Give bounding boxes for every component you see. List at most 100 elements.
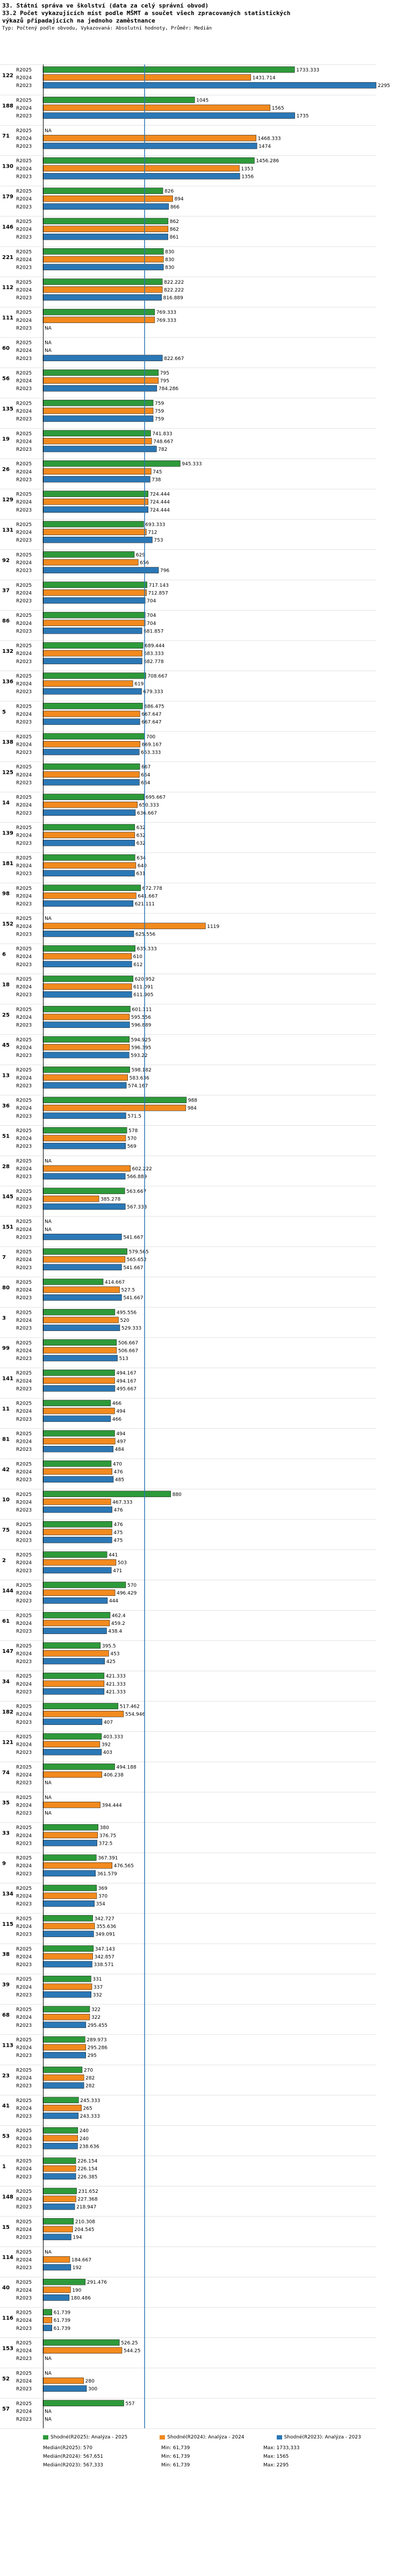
bar-r2024	[42, 1468, 112, 1475]
value-label: 565.652	[127, 1257, 147, 1263]
value-label: 204.545	[74, 2227, 94, 2233]
value-label: 476.565	[114, 1863, 134, 1869]
bar-r2023	[42, 2385, 87, 2392]
series-label: R2025	[16, 1674, 32, 1679]
group-id-label: 28	[2, 1164, 10, 1170]
series-label: R2025	[16, 401, 32, 406]
series-label: R2025	[16, 1583, 32, 1588]
value-label: 826	[164, 189, 174, 195]
series-label: R2023	[16, 841, 32, 846]
series-label: R2024	[16, 1712, 32, 1717]
bar-r2023	[42, 2234, 71, 2240]
bar-r2024	[42, 1620, 110, 1627]
series-label: R2024	[16, 2409, 32, 2414]
bar-r2024	[42, 165, 240, 172]
na-label: NA	[45, 2250, 52, 2255]
bar-r2023	[42, 2173, 76, 2180]
value-label: 1356	[241, 174, 254, 179]
series-label: R2024	[16, 197, 32, 202]
series-label: R2023	[16, 2356, 32, 2362]
chart-subtitle: 33.2 Počet vykazujících míst podle MŠMT …	[2, 10, 291, 17]
value-label: 527.5	[121, 1288, 135, 1293]
value-label: 300	[88, 2387, 97, 2392]
bar-r2023	[42, 1537, 112, 1543]
group-id-label: 153	[2, 2345, 13, 2351]
group-id-label: 39	[2, 1982, 10, 1988]
series-label: R2025	[16, 68, 32, 73]
value-label: 557	[125, 2401, 134, 2407]
bar-r2024	[42, 953, 132, 960]
series-label: R2025	[16, 1280, 32, 1285]
bar-r2025	[42, 611, 146, 618]
bar-r2023	[42, 264, 164, 270]
bar-r2024	[42, 1286, 120, 1293]
value-label: 569	[127, 1144, 136, 1149]
series-label: R2023	[16, 1478, 32, 1483]
bar-r2023	[42, 506, 149, 513]
bar-r2023	[42, 385, 157, 392]
value-label: 717.143	[149, 583, 169, 588]
bar-r2023	[42, 233, 168, 240]
series-label: R2025	[16, 1704, 32, 1710]
series-label: R2023	[16, 629, 32, 634]
series-label: R2023	[16, 1235, 32, 1240]
series-label: R2025	[16, 1098, 32, 1104]
series-label: R2024	[16, 742, 32, 747]
group-id-label: 132	[2, 649, 13, 654]
bar-r2023	[42, 1445, 114, 1452]
group-id-label: 11	[2, 1406, 10, 1412]
legend-label: Shodné(R2023): Analýza - 2023	[284, 2435, 361, 2441]
series-label: R2024	[16, 1591, 32, 1596]
value-label: 625.556	[135, 932, 155, 937]
group-id-label: 116	[2, 2315, 13, 2321]
series-label: R2024	[16, 894, 32, 899]
series-label: R2023	[16, 1356, 32, 1362]
series-label: R2024	[16, 2197, 32, 2203]
value-label: 347.143	[95, 1947, 115, 1952]
bar-r2025	[42, 218, 169, 225]
bar-r2025	[42, 1369, 115, 1376]
value-label: 494	[116, 1431, 125, 1437]
value-label: 571.5	[127, 1114, 141, 1119]
bar-r2025	[42, 1915, 93, 1922]
bar-r2024	[42, 438, 152, 444]
series-label: R2024	[16, 2046, 32, 2051]
group-id-label: 86	[2, 618, 10, 624]
legend-stats-row: Medián(R2023): 567,333 Min: 61,739 Max: 22…	[43, 2463, 398, 2468]
series-label: R2023	[16, 1386, 32, 1392]
bar-r2025	[42, 1884, 97, 1891]
series-label: R2025	[16, 341, 32, 346]
bar-r2023	[42, 628, 142, 634]
series-label: R2025	[16, 128, 32, 134]
bar-r2025	[42, 642, 143, 649]
series-label: R2023	[16, 1872, 32, 1877]
bar-r2023	[42, 1506, 112, 1513]
group-id-label: 182	[2, 1709, 13, 1715]
series-label: R2025	[16, 1462, 32, 1467]
series-label: R2023	[16, 326, 32, 331]
value-label: 184.667	[71, 2257, 91, 2263]
bar-r2025	[42, 733, 145, 740]
series-label: R2025	[16, 613, 32, 618]
value-label: 495.556	[117, 1310, 136, 1315]
value-label: 421.333	[106, 1682, 126, 1687]
bar-r2024	[42, 1347, 117, 1354]
na-label: NA	[45, 1227, 52, 1233]
legend-stat: Min: 61,739	[161, 2463, 190, 2469]
value-label: 395.5	[102, 1644, 116, 1649]
value-label: 506.667	[118, 1348, 138, 1354]
series-label: R2024	[16, 500, 32, 505]
legend-stat: Medián(R2023): 567,333	[43, 2463, 104, 2469]
bar-r2025	[42, 1824, 98, 1831]
value-label: 667.647	[141, 720, 161, 725]
series-label: R2024	[16, 318, 32, 323]
series-label: R2025	[16, 1159, 32, 1164]
value-label: 610	[133, 954, 142, 960]
series-label: R2025	[16, 2341, 32, 2346]
series-label: R2024	[16, 1651, 32, 1657]
group-id-label: 3	[2, 1315, 6, 1321]
group-id-label: 56	[2, 376, 10, 382]
series-label: R2024	[16, 1833, 32, 1839]
bar-r2024	[42, 2316, 52, 2323]
bar-r2025	[42, 1672, 105, 1679]
